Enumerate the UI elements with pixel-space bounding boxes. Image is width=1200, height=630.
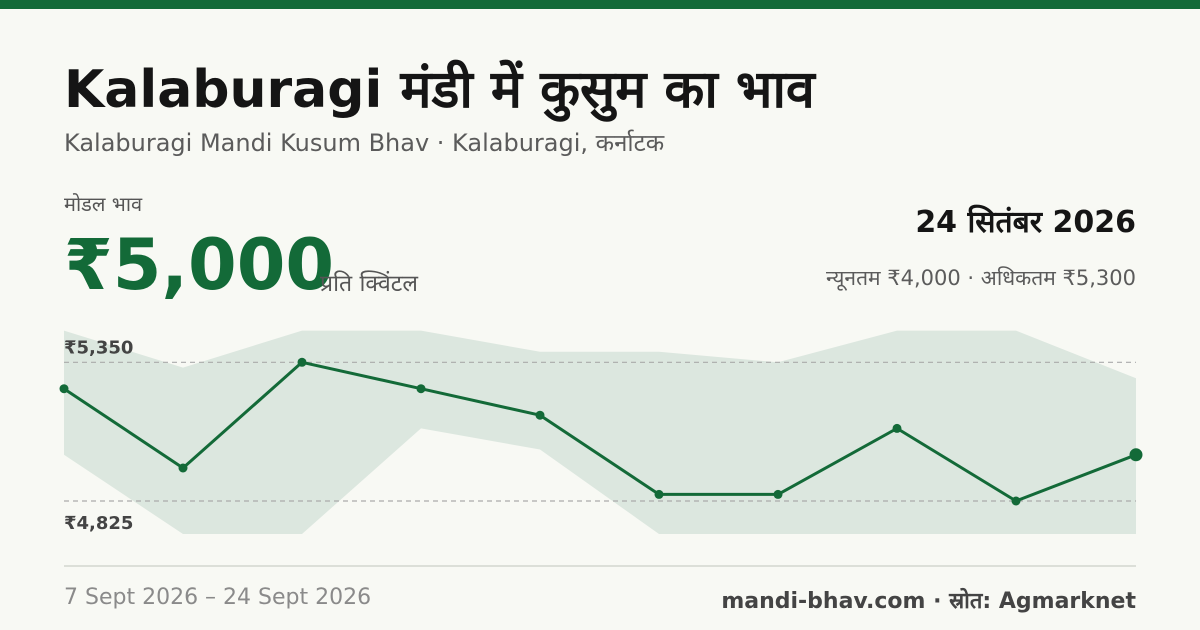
price-date: 24 सितंबर 2026 xyxy=(915,205,1136,240)
price-point xyxy=(178,463,188,473)
page-title: Kalaburagi मंडी में कुसुम का भाव xyxy=(64,60,815,120)
footer-date-range: 7 Sept 2026 – 24 Sept 2026 xyxy=(64,585,372,610)
price-point xyxy=(535,410,545,420)
modal-price-value: ₹5,000 xyxy=(64,224,335,306)
price-point xyxy=(297,357,307,367)
price-point xyxy=(1011,496,1021,506)
price-point xyxy=(59,384,69,394)
price-point xyxy=(416,384,426,394)
price-trend-chart: ₹5,350 ₹4,825 xyxy=(59,330,1143,534)
top-accent-bar xyxy=(0,0,1200,9)
page-subtitle: Kalaburagi Mandi Kusum Bhav · Kalaburagi… xyxy=(64,129,665,157)
min-reference-label: ₹4,825 xyxy=(64,513,133,534)
price-point xyxy=(773,489,783,499)
price-point xyxy=(654,489,664,499)
modal-price-line xyxy=(63,360,1137,503)
modal-price-label: मोडल भाव xyxy=(64,192,143,216)
latest-price-point xyxy=(1129,448,1143,462)
price-range-band xyxy=(64,330,1136,534)
price-unit: प्रति क्विंटल xyxy=(320,271,418,297)
footer-divider xyxy=(64,565,1136,567)
price-range: न्यूनतम ₹4,000 · अधिकतम ₹5,300 xyxy=(826,266,1136,290)
max-reference-label: ₹5,350 xyxy=(64,337,133,358)
price-point xyxy=(892,423,902,433)
footer-source: mandi-bhav.com · स्रोत: Agmarknet xyxy=(721,589,1136,614)
